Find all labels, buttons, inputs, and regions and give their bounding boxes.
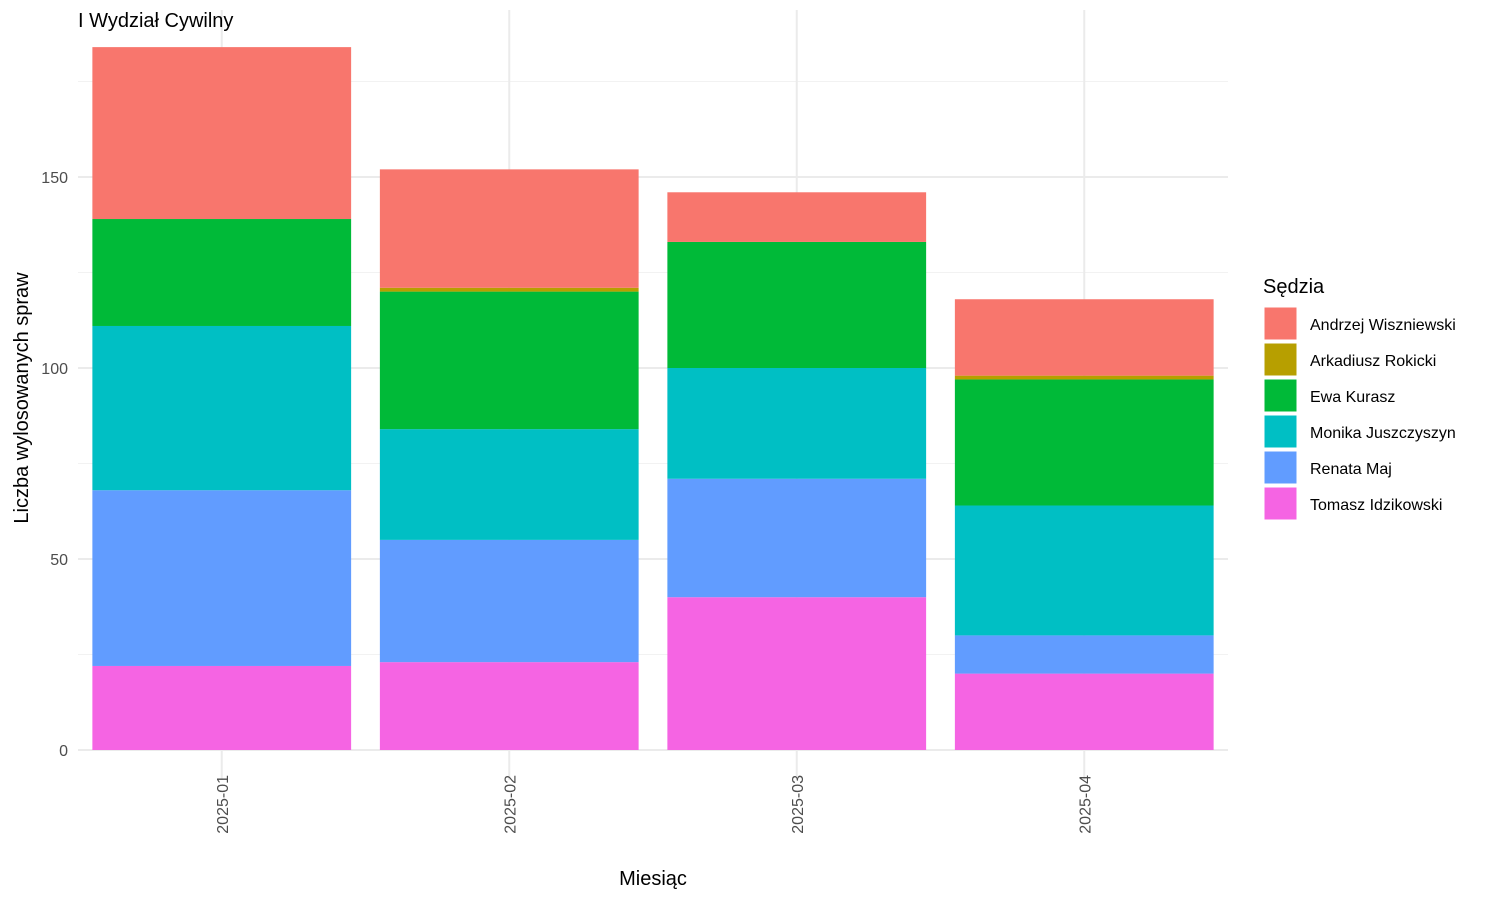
bar-segment [92, 47, 352, 220]
legend: Sędzia Andrzej Wiszniewski Arkadiusz Roki… [1263, 276, 1456, 521]
bar-segment [667, 241, 927, 368]
bar-segment [379, 169, 639, 288]
bar-segment [954, 375, 1214, 380]
x-tick-label: 2025-04 [1077, 775, 1094, 834]
legend-swatch [1263, 342, 1298, 377]
legend-label: Monika Juszczyszyn [1310, 425, 1456, 442]
bar-segment [667, 597, 927, 750]
legend-label: Arkadiusz Rokicki [1310, 353, 1436, 370]
legend-label: Tomasz Idzikowski [1310, 497, 1442, 514]
y-axis-title: Liczba wylosowanych spraw [11, 272, 33, 524]
bar-segment [92, 325, 352, 491]
bar-segment [379, 662, 639, 750]
bar-segment [667, 478, 927, 598]
y-tick-label: 0 [59, 743, 68, 760]
bar-segment [379, 291, 639, 430]
x-tick-label: 2025-02 [502, 775, 519, 834]
bar-segment [954, 505, 1214, 636]
y-tick-label: 100 [41, 361, 68, 378]
x-axis-title: Miesiąc [619, 868, 687, 890]
bar-segment [954, 379, 1214, 506]
legend-label: Andrzej Wiszniewski [1310, 317, 1456, 334]
bar-segment [379, 539, 639, 663]
legend-swatch [1263, 306, 1298, 341]
x-tick-label: 2025-01 [215, 775, 232, 834]
legend-label: Ewa Kurasz [1310, 389, 1395, 406]
legend-title: Sędzia [1263, 276, 1325, 298]
bars-layer [92, 47, 1214, 750]
legend-swatch [1263, 378, 1298, 413]
legend-swatch [1263, 414, 1298, 449]
legend-items: Andrzej Wiszniewski Arkadiusz Rokicki Ewa … [1263, 306, 1456, 521]
bar-segment [92, 665, 352, 750]
bar-segment [954, 635, 1214, 674]
bar-segment [92, 490, 352, 666]
legend-swatch [1263, 450, 1298, 485]
bar-segment [379, 429, 639, 540]
bar-segment [667, 192, 927, 242]
y-axis-ticks: 0 50 100 150 [41, 170, 68, 760]
bar-segment [954, 299, 1214, 376]
x-axis-ticks: 2025-01 2025-02 2025-03 2025-04 [215, 775, 1095, 834]
y-tick-label: 150 [41, 170, 68, 187]
bar-segment [667, 368, 927, 479]
legend-swatch [1263, 486, 1298, 521]
x-tick-label: 2025-03 [790, 775, 807, 834]
bar-segment [954, 673, 1214, 750]
y-tick-label: 50 [50, 552, 68, 569]
legend-label: Renata Maj [1310, 461, 1392, 478]
bar-segment [92, 219, 352, 326]
bar-segment [379, 287, 639, 292]
chart-title: I Wydział Cywilny [78, 10, 233, 32]
